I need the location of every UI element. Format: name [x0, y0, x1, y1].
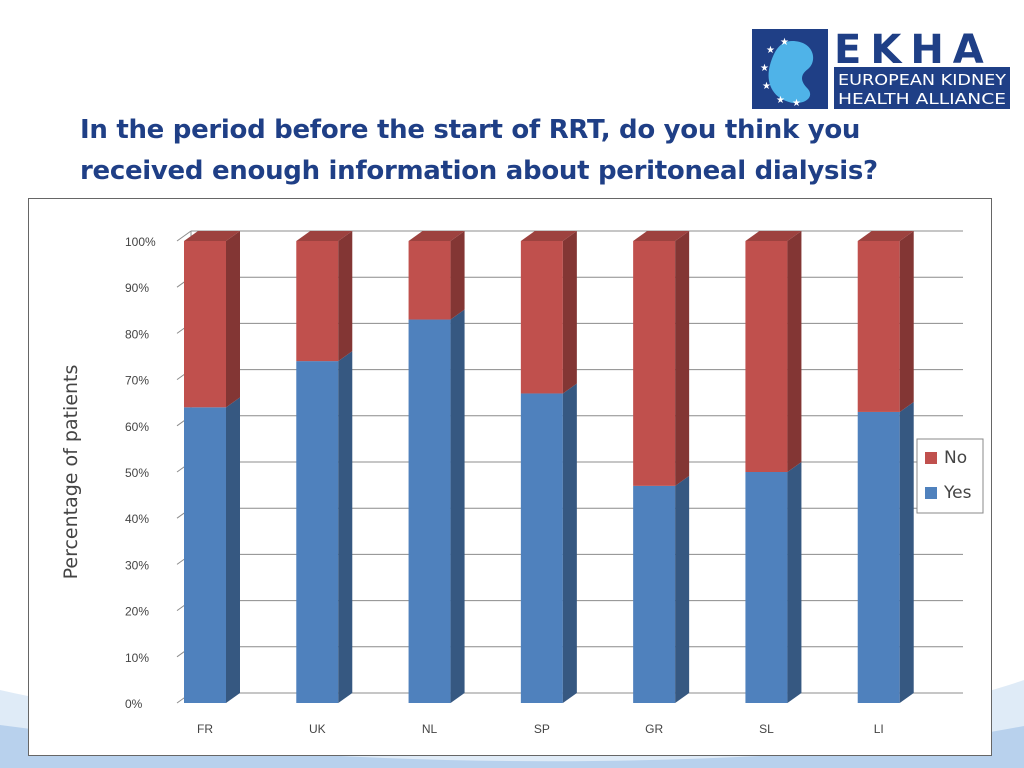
gridline-depth [176, 230, 192, 242]
y-tick-label: 60% [125, 420, 149, 434]
chart-frame: 0% 10% 20% 30% 40% 50% 60% 70% 80% 90% 100% Percent… [28, 198, 992, 756]
bar-side-no [450, 231, 465, 320]
bar-no [408, 241, 451, 320]
bar-yes [296, 361, 339, 703]
y-tick-label: 100% [125, 235, 156, 249]
logo-name-panel [834, 67, 1010, 109]
bar-no [296, 241, 339, 362]
bar-top [296, 231, 353, 241]
slide-title: In the period before the start of RRT, d… [80, 110, 910, 192]
bar-no [520, 241, 563, 394]
bar-no [633, 241, 676, 486]
bar-side-no [226, 231, 240, 408]
y-tick-label: 0% [125, 697, 143, 711]
bar-side-yes [787, 462, 802, 703]
svg-text:★: ★ [792, 98, 801, 109]
svg-text:★: ★ [760, 63, 769, 74]
bar-yes [184, 407, 226, 703]
bar-top [857, 231, 914, 241]
bar-top [745, 231, 802, 241]
logo-line2: HEALTH ALLIANCE [838, 90, 1006, 108]
stacked-bar-chart: 0% 10% 20% 30% 40% 50% 60% 70% 80% 90% 100% Percent… [60, 230, 984, 736]
y-tick-label: 70% [125, 374, 149, 388]
bar-no [857, 241, 900, 412]
bar-side-no [338, 231, 353, 362]
bar-side-yes [450, 309, 465, 703]
legend-label-yes: Yes [943, 483, 972, 503]
logo-wordmark: EKHA [834, 27, 993, 73]
bar-side-yes [899, 401, 914, 703]
bar-side-no [899, 231, 914, 412]
bar-side-yes [562, 383, 577, 703]
bar-side-yes [338, 351, 353, 703]
svg-text:★: ★ [766, 45, 775, 56]
bar-side-no [675, 231, 690, 486]
bar-yes [857, 411, 900, 703]
bar-top [184, 231, 240, 241]
y-tick-label: 80% [125, 327, 149, 341]
x-tick-label: FR [197, 722, 213, 736]
bar-side-yes [226, 397, 240, 703]
svg-text:★: ★ [776, 95, 785, 106]
y-tick-label: 30% [125, 558, 149, 572]
y-tick-label: 50% [125, 466, 149, 480]
legend-swatch-no [925, 452, 937, 464]
bar-no [184, 241, 226, 408]
svg-text:★: ★ [780, 37, 789, 48]
y-axis-title: Percentage of patients [60, 365, 82, 580]
kidney-icon [768, 41, 814, 104]
y-tick-label: 10% [125, 651, 149, 665]
bar-yes [520, 393, 563, 703]
title-line-1: In the period before the start of RRT, d… [80, 115, 861, 145]
bar-top [633, 231, 690, 241]
x-tick-label: NL [422, 722, 438, 736]
bar-top [520, 231, 577, 241]
legend-label-no: No [944, 448, 967, 468]
y-tick-label: 20% [125, 605, 149, 619]
bar-top [408, 231, 465, 241]
legend-box [916, 438, 984, 514]
x-tick-label: LI [874, 722, 884, 736]
ekha-logo: ★ ★ ★ ★ ★ ★ EKHA EUROPEAN KIDNEY HEALTH … [752, 27, 1010, 111]
x-tick-label: SP [534, 722, 550, 736]
y-tick-label: 40% [125, 512, 149, 526]
legend-swatch-yes [925, 487, 937, 499]
bar-side-no [787, 231, 802, 472]
bar-side-no [562, 231, 577, 394]
x-tick-label: GR [645, 722, 663, 736]
bar-yes [745, 472, 788, 703]
svg-text:★: ★ [762, 81, 771, 92]
x-tick-label: SL [759, 722, 774, 736]
x-tick-label: UK [309, 722, 326, 736]
title-line-2: received enough information about perito… [80, 156, 878, 186]
y-tick-label: 90% [125, 281, 149, 295]
logo-line1: EUROPEAN KIDNEY [838, 71, 1007, 89]
bar-side-yes [675, 475, 690, 703]
bar-yes [408, 319, 451, 703]
bar-yes [633, 485, 676, 703]
bar-no [745, 241, 788, 472]
